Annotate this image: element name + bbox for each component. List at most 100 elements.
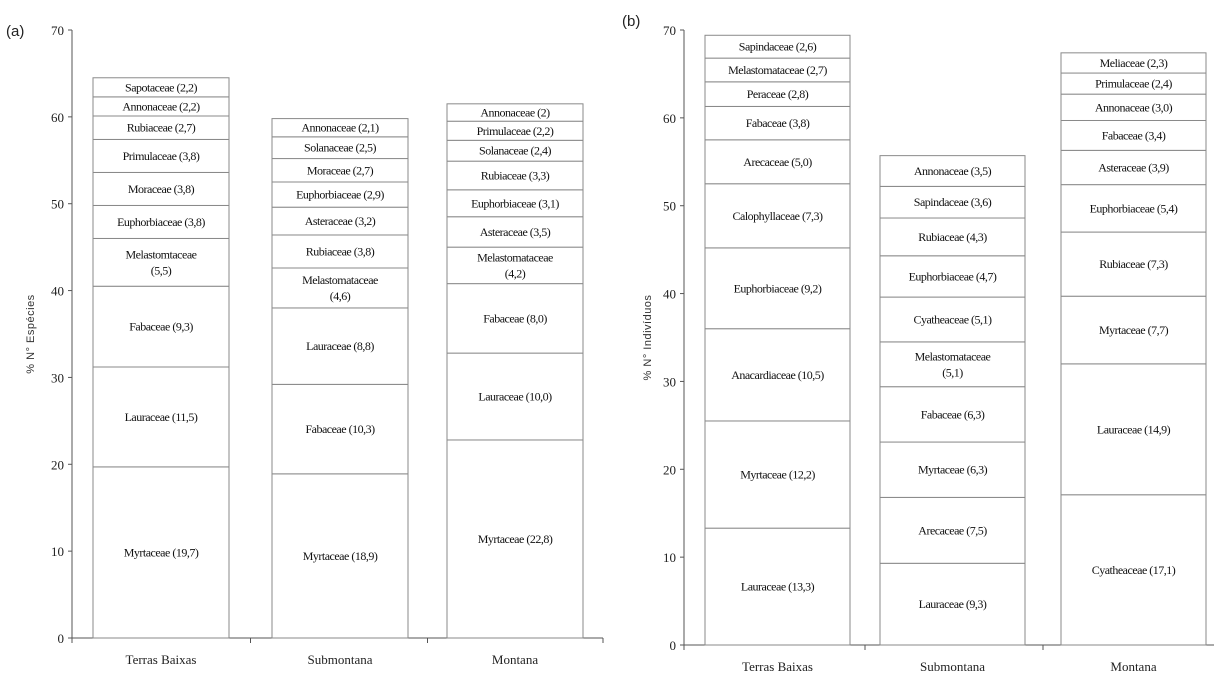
bar-segment [879, 562, 1026, 646]
y-tick-label: 20 [51, 457, 64, 472]
segment-label: Euphorbiaceae (3,1) [471, 196, 559, 210]
x-category-label: Terras Baixas [126, 652, 197, 667]
bar-segment [1060, 52, 1207, 74]
segment-label: Annonaceae (2,1) [301, 121, 379, 135]
segment-label: Arecaceae (5,0) [743, 155, 812, 169]
bar-segment [879, 496, 1026, 564]
bar-segment [704, 105, 851, 141]
bar-segment [1060, 149, 1207, 186]
segment-label: (5,5) [151, 263, 172, 277]
bar-segment [271, 383, 409, 475]
segment-label: Meliaceae (2,3) [1100, 56, 1168, 70]
bar-segment [446, 352, 584, 441]
y-tick-label: 0 [670, 638, 677, 653]
y-tick-label: 60 [51, 110, 64, 125]
bar-segment [1060, 363, 1207, 496]
bar-segment [1060, 295, 1207, 365]
segment-label: Solanaceae (2,5) [304, 141, 376, 155]
bar-segment [446, 246, 584, 285]
x-category-label: Submontana [920, 659, 985, 674]
segment-label: Melastomtaceae [126, 247, 197, 261]
segment-label: Euphorbiaceae (2,9) [296, 188, 384, 202]
segment-label: Euphorbiaceae (9,2) [734, 281, 822, 295]
segment-label: Melastomataceae [915, 349, 991, 363]
segment-label: Cyatheaceae (5,1) [913, 312, 992, 326]
segment-label: Fabaceae (9,3) [129, 320, 193, 334]
bar-segment [879, 255, 1026, 298]
segment-label: Fabaceae (6,3) [921, 407, 985, 421]
segment-label: Fabaceae (10,3) [305, 422, 375, 436]
segment-label: Solanaceae (2,4) [479, 144, 551, 158]
segment-label: Moraceae (2,7) [307, 163, 374, 177]
y-tick-label: 20 [663, 462, 676, 477]
segment-label: Myrtaceae (6,3) [918, 463, 988, 477]
bar-segment [704, 247, 851, 330]
segment-label: Lauraceae (8,8) [306, 339, 374, 353]
segment-label: Myrtaceae (22,8) [478, 532, 553, 546]
bar-segment [704, 420, 851, 529]
segment-label: Lauraceae (13,3) [741, 580, 815, 594]
bar-segment [879, 217, 1026, 257]
y-tick-label: 30 [51, 370, 64, 385]
segment-label: Fabaceae (8,0) [483, 311, 547, 325]
bar-segment [446, 103, 584, 122]
segment-label: Euphorbiaceae (5,4) [1090, 201, 1178, 215]
segment-label: Rubiaceae (2,7) [127, 121, 196, 135]
segment-label: Cyatheaceae (17,1) [1092, 563, 1176, 577]
bar-segment [92, 237, 230, 287]
segment-label: Rubiaceae (7,3) [1099, 257, 1168, 271]
segment-label: Myrtaceae (12,2) [740, 468, 815, 482]
segment-label: Arecaceae (7,5) [918, 523, 987, 537]
bar-segment [704, 183, 851, 249]
bar-segment [1060, 119, 1207, 151]
y-tick-label: 70 [663, 23, 676, 38]
segment-label: Euphorbiaceae (4,7) [909, 269, 997, 283]
panel-label: (b) [622, 13, 640, 30]
segment-label: Primulaceae (2,2) [477, 124, 554, 138]
segment-label: Annonaceae (3,5) [914, 164, 992, 178]
bar-segment [1060, 231, 1207, 297]
segment-label: Asteraceae (3,5) [480, 225, 551, 239]
segment-label: Myrtaceae (19,7) [124, 545, 199, 559]
bar-segment [92, 366, 230, 468]
x-category-label: Montana [1110, 659, 1156, 674]
y-tick-label: 50 [663, 199, 676, 214]
segment-label: Rubiaceae (4,3) [918, 230, 987, 244]
segment-label: Fabaceae (3,4) [1102, 128, 1166, 142]
segment-label: Lauraceae (14,9) [1097, 422, 1171, 436]
segment-label: Primulaceae (2,4) [1095, 77, 1172, 91]
segment-label: Fabaceae (3,8) [746, 116, 810, 130]
segment-label: Sapindaceae (3,6) [914, 195, 992, 209]
y-tick-label: 10 [51, 544, 64, 559]
bar-segment [879, 386, 1026, 443]
bar-segment [446, 160, 584, 191]
bar-segment [1060, 494, 1207, 646]
bar-segment [271, 118, 409, 138]
segment-label: Melastomataceae [302, 273, 378, 287]
bar-segment [1060, 93, 1207, 121]
segment-label: (4,2) [505, 266, 526, 280]
y-axis-label: % N° Indivíduos [642, 295, 654, 381]
y-tick-label: 30 [663, 374, 676, 389]
segment-label: Primulaceae (3,8) [123, 149, 200, 163]
bar-segment [92, 77, 230, 98]
segment-label: Anacardiaceae (10,5) [731, 368, 824, 382]
segment-label: Calophyllaceae (7,3) [733, 209, 823, 223]
segment-label: Melastomataceae [477, 250, 553, 264]
segment-label: Moraceae (3,8) [128, 182, 195, 196]
bar-segment [704, 527, 851, 646]
segment-label: Rubiaceae (3,8) [306, 244, 375, 258]
segment-label: Lauraceae (11,5) [125, 410, 198, 424]
y-tick-label: 60 [663, 111, 676, 126]
segment-label: Annonaceae (2) [480, 106, 550, 120]
segment-label: Asteraceae (3,9) [1098, 160, 1169, 174]
bar-segment [92, 138, 230, 173]
panel-label: (a) [6, 23, 24, 40]
segment-label: Melastomataceae (2,7) [728, 63, 827, 77]
bar-segment [92, 204, 230, 239]
segment-label: Myrtaceae (7,7) [1099, 323, 1169, 337]
bar-segment [92, 466, 230, 639]
bar-segment [704, 34, 851, 59]
bar-segment [446, 439, 584, 639]
